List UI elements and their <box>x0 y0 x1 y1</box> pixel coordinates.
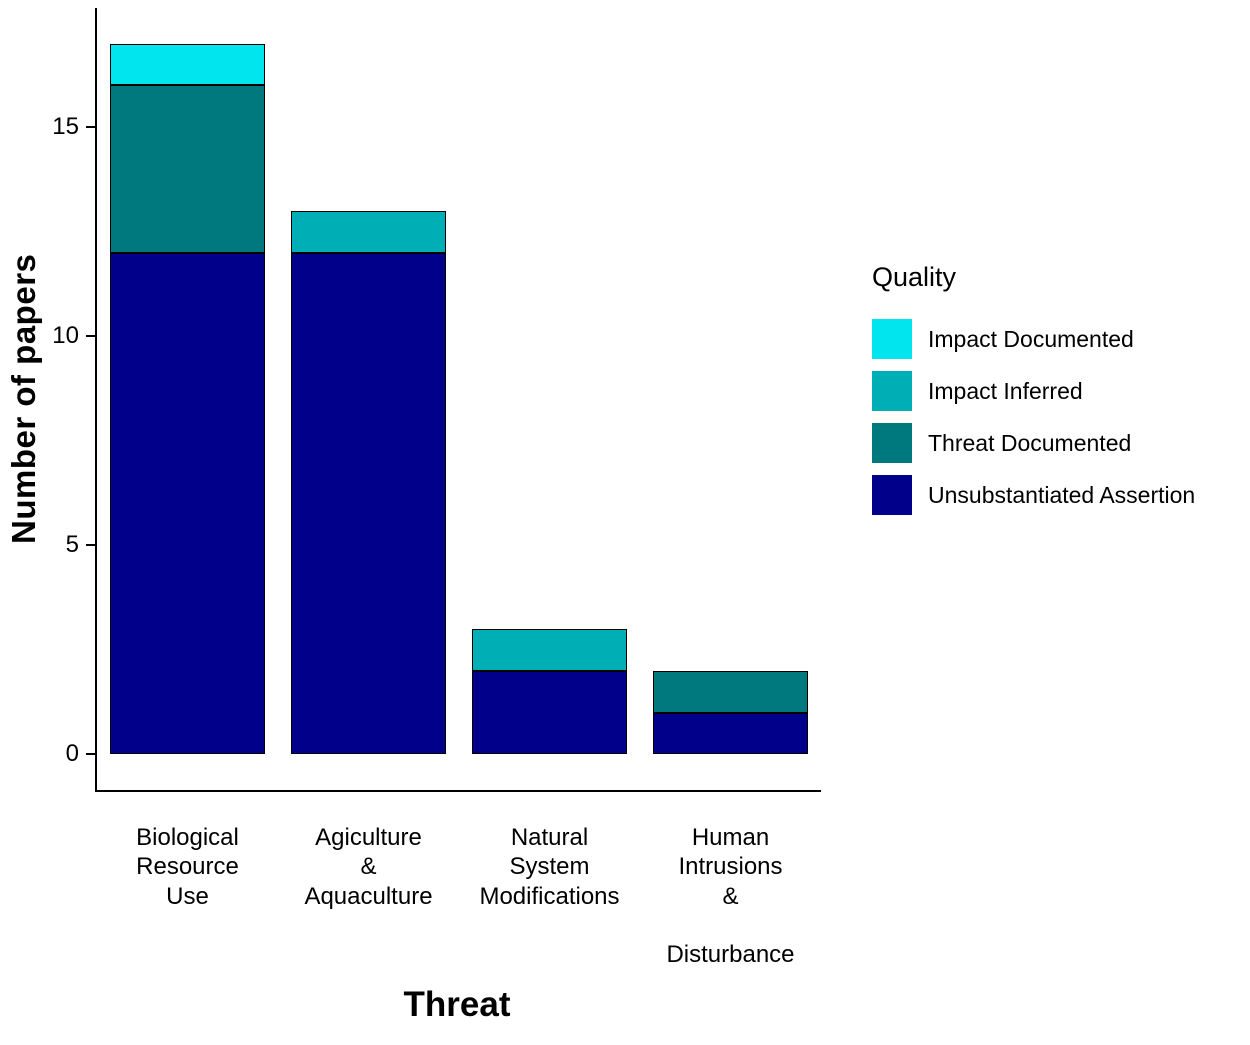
bar-segment-unsubstantiated-assertion <box>291 252 446 755</box>
legend-item: Unsubstantiated Assertion <box>872 475 1248 515</box>
x-axis-title: Threat <box>403 985 511 1024</box>
legend-item: Impact Documented <box>872 319 1248 359</box>
legend-swatch <box>872 319 912 359</box>
bar-segment-impact-documented <box>110 43 265 86</box>
y-tick-mark <box>86 544 95 547</box>
bar-segment-impact-inferred <box>291 210 446 253</box>
y-tick-label: 15 <box>52 113 79 141</box>
bar-segment-unsubstantiated-assertion <box>110 252 265 755</box>
bar-segment-impact-inferred <box>472 629 627 671</box>
x-category-label: Agiculture & Aquaculture <box>304 824 433 910</box>
legend-swatch <box>872 371 912 411</box>
legend: Quality Impact Documented Impact Inferred… <box>872 262 1248 527</box>
x-category-label: Human Intrusions & Disturbance <box>666 824 795 969</box>
y-tick-mark <box>86 753 95 756</box>
bar-segment-threat-documented <box>110 85 265 253</box>
legend-label: Impact Documented <box>928 325 1134 352</box>
y-tick-label: 0 <box>65 740 79 768</box>
legend-swatch <box>872 475 912 515</box>
bar-segment-unsubstantiated-assertion <box>653 712 808 755</box>
legend-title: Quality <box>872 262 957 292</box>
x-category-label: Biological Resource Use <box>136 824 239 910</box>
plot-panel: 0 5 10 15 Biological Resource Use Agiculture … <box>52 8 821 968</box>
legend-label: Threat Documented <box>928 429 1132 456</box>
legend-label: Unsubstantiated Assertion <box>928 481 1196 508</box>
x-category-label: Natural System Modifications <box>479 824 620 910</box>
legend-item: Impact Inferred <box>872 371 1248 411</box>
bar-segment-threat-documented <box>653 670 808 713</box>
legend-label: Impact Inferred <box>928 377 1083 404</box>
legend-items: Impact Documented Impact Inferred Threat D… <box>872 319 1248 515</box>
y-tick-mark <box>86 335 95 338</box>
legend-item: Threat Documented <box>872 423 1248 463</box>
bar-segment-unsubstantiated-assertion <box>472 670 627 755</box>
legend-swatch <box>872 423 912 463</box>
y-tick-label: 5 <box>65 531 79 559</box>
y-tick-mark <box>86 126 95 129</box>
y-tick-label: 10 <box>52 322 79 350</box>
